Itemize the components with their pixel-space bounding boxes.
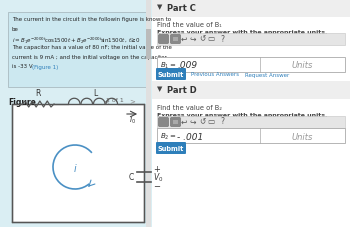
Text: Part C: Part C <box>167 4 196 13</box>
Bar <box>152 0 350 18</box>
Text: The capacitor has a value of 80 nF; the initial value of the: The capacitor has a value of 80 nF; the … <box>12 45 172 50</box>
Text: ↪: ↪ <box>190 117 196 126</box>
Bar <box>173 121 178 124</box>
Bar <box>146 0 151 227</box>
Text: $i = B_1e^{-2000t}\!\cos\!1500t + B_2e^{-2000t}\!\sin\!1500t,\ t\!\geq\!0$: $i = B_1e^{-2000t}\!\cos\!1500t + B_2e^{… <box>12 36 141 46</box>
Text: ?: ? <box>220 34 224 43</box>
Text: Previous Answers: Previous Answers <box>191 72 239 77</box>
Text: Find the value of B₁: Find the value of B₁ <box>157 22 222 28</box>
Text: −: − <box>153 182 160 191</box>
Text: Express your answer with the appropriate units.: Express your answer with the appropriate… <box>157 113 327 118</box>
Text: <: < <box>103 98 109 104</box>
Bar <box>12 105 144 222</box>
Bar <box>157 58 345 73</box>
FancyBboxPatch shape <box>159 36 168 44</box>
Text: Find the value of B₂: Find the value of B₂ <box>157 105 222 111</box>
Text: ▼: ▼ <box>157 86 162 92</box>
Text: Figure: Figure <box>8 98 36 106</box>
Text: $i$: $i$ <box>73 161 77 173</box>
Bar <box>152 82 350 100</box>
Text: $B_1 =$: $B_1 =$ <box>160 61 177 71</box>
Bar <box>152 100 350 227</box>
FancyBboxPatch shape <box>159 118 168 127</box>
Bar <box>157 34 345 46</box>
Bar <box>0 0 152 227</box>
Bar <box>157 116 345 128</box>
Text: ↺: ↺ <box>199 117 205 126</box>
Text: ↪: ↪ <box>190 34 196 43</box>
Text: Units: Units <box>291 61 313 70</box>
FancyBboxPatch shape <box>156 69 186 81</box>
Bar <box>152 0 350 227</box>
Text: ↩: ↩ <box>181 117 187 126</box>
Text: current is 9 mA ; and the initial voltage on the capacitor: current is 9 mA ; and the initial voltag… <box>12 55 167 60</box>
Text: Units: Units <box>291 132 313 141</box>
Text: Part D: Part D <box>167 86 197 95</box>
Text: R: R <box>35 89 41 98</box>
Text: +: + <box>153 164 160 173</box>
FancyBboxPatch shape <box>171 36 180 44</box>
Text: be: be <box>12 26 19 31</box>
Text: $V_0$: $V_0$ <box>153 171 163 183</box>
Text: .009: .009 <box>177 61 197 70</box>
Text: - .001: - .001 <box>177 132 203 141</box>
Text: ↩: ↩ <box>181 34 187 43</box>
Text: >: > <box>129 98 135 104</box>
Bar <box>146 30 151 60</box>
Text: L: L <box>93 89 97 98</box>
Bar <box>8 13 146 88</box>
Text: Submit: Submit <box>158 145 184 151</box>
Text: (Figure 1): (Figure 1) <box>32 64 58 69</box>
Text: ▭: ▭ <box>207 34 215 43</box>
Bar <box>173 38 178 42</box>
Text: is -33 V: is -33 V <box>12 64 34 69</box>
Text: C: C <box>129 173 134 182</box>
FancyBboxPatch shape <box>171 118 180 127</box>
Text: Express your answer with the appropriate units.: Express your answer with the appropriate… <box>157 30 327 35</box>
Text: The current in the circuit in the followin figure is known to: The current in the circuit in the follow… <box>12 17 171 22</box>
Text: Submit: Submit <box>158 72 184 78</box>
Text: ↺: ↺ <box>199 34 205 43</box>
Text: ▼: ▼ <box>157 4 162 10</box>
Text: ?: ? <box>220 117 224 126</box>
FancyBboxPatch shape <box>156 142 186 154</box>
Bar <box>152 18 350 108</box>
Text: Request Answer: Request Answer <box>245 72 289 77</box>
Text: ▭: ▭ <box>207 117 215 126</box>
Bar <box>157 128 345 143</box>
Text: $B_2 =$: $B_2 =$ <box>160 131 177 141</box>
Text: $I_0$: $I_0$ <box>128 116 135 126</box>
Text: 1 of 1: 1 of 1 <box>106 98 124 103</box>
